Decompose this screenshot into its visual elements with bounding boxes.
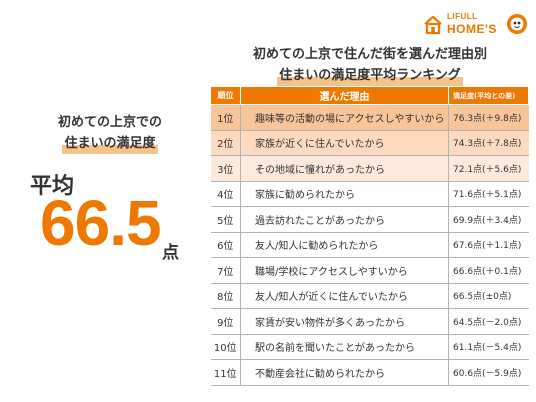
mascot-icon	[507, 14, 527, 34]
table-row: 9位 家賃が安い物件が多くあったから 64.5点(－2.0点)	[210, 308, 529, 335]
score-cell: 60.6点(－5.9点)	[448, 359, 529, 386]
rank-cell: 6位	[210, 232, 241, 258]
rank-cell: 7位	[210, 257, 241, 284]
reason-cell: その地域に憧れがあったから	[240, 155, 449, 182]
rank-cell: 4位	[210, 181, 241, 207]
logo-small-text: LIFULL	[447, 12, 478, 21]
reason-cell: 家族に勧められたから	[240, 181, 449, 207]
table-row: 4位 家族に勧められたから 71.6点(＋5.1点)	[210, 181, 529, 207]
rank-cell: 5位	[210, 206, 241, 233]
reason-cell: 趣味等の活動の場にアクセスしやすいから	[240, 104, 449, 131]
table-row: 8位 友人/知人が近くに住んでいたから 66.5点(±0点)	[210, 283, 529, 309]
score-cell: 74.3点(＋7.8点)	[448, 130, 529, 156]
house-icon	[424, 15, 442, 35]
satisfaction-heading-line-1: 初めての上京での	[57, 115, 162, 130]
rank-cell: 9位	[210, 308, 241, 335]
logo-wordmark: LIFULL HOME'S	[447, 12, 507, 36]
score-header: 満足度(平均との差)	[448, 86, 529, 105]
reason-cell: 家族が近くに住んでいたから	[240, 130, 449, 156]
ranking-title: 初めての上京で住んだ街を選んだ理由別 住まいの満足度平均ランキング	[210, 44, 530, 86]
score-cell: 66.5点(±0点)	[448, 283, 529, 309]
score-cell: 64.5点(－2.0点)	[448, 308, 529, 335]
rank-cell: 1位	[210, 104, 241, 131]
score-cell: 76.3点(＋9.8点)	[448, 104, 529, 131]
reason-cell: 家賃が安い物件が多くあったから	[240, 308, 449, 335]
table-row: 7位 職場/学校にアクセスしやすいから 66.6点(＋0.1点)	[210, 257, 529, 284]
table-row: 3位 その地域に憧れがあったから 72.1点(＋5.6点)	[210, 155, 529, 182]
reason-cell: 駅の名前を聞いたことがあったから	[240, 334, 449, 360]
table-header-row: 順位 選んだ理由 満足度(平均との差)	[210, 86, 529, 105]
satisfaction-heading-line-2: 住まいの満足度	[62, 133, 158, 154]
ranking-table: 順位 選んだ理由 満足度(平均との差) 1位 趣味等の活動の場にアクセスしやすい…	[210, 86, 529, 386]
rank-cell: 2位	[210, 130, 241, 156]
average-label: 平均	[30, 174, 75, 199]
score-cell: 69.9点(＋3.4点)	[448, 206, 529, 233]
table-row: 5位 過去訪れたことがあったから 69.9点(＋3.4点)	[210, 206, 529, 233]
score-cell: 67.6点(＋1.1点)	[448, 232, 529, 258]
score-cell: 72.1点(＋5.6点)	[448, 155, 529, 182]
reason-cell: 職場/学校にアクセスしやすいから	[240, 257, 449, 284]
table-row: 11位 不動産会社に勧められたから 60.6点(－5.9点)	[210, 359, 529, 386]
reason-cell: 不動産会社に勧められたから	[240, 359, 449, 386]
average-unit: 点	[162, 243, 179, 263]
table-row: 10位 駅の名前を聞いたことがあったから 61.1点(－5.4点)	[210, 334, 529, 360]
rank-header: 順位	[210, 86, 241, 105]
title-line-1: 初めての上京で住んだ街を選んだ理由別	[252, 47, 487, 62]
rank-cell: 8位	[210, 283, 241, 309]
average-value: 66.5	[40, 187, 162, 259]
reason-header: 選んだ理由	[240, 86, 449, 105]
reason-cell: 友人/知人に勧められたから	[240, 232, 449, 258]
satisfaction-heading: 初めての上京での 住まいの満足度	[30, 112, 190, 154]
logo-big-text: HOME'S	[447, 22, 497, 36]
lifull-homes-logo[interactable]: LIFULL HOME'S	[422, 11, 528, 39]
title-line-2: 住まいの満足度平均ランキング	[277, 65, 463, 86]
table-row: 2位 家族が近くに住んでいたから 74.3点(＋7.8点)	[210, 130, 529, 156]
score-cell: 71.6点(＋5.1点)	[448, 181, 529, 207]
score-cell: 61.1点(－5.4点)	[448, 334, 529, 360]
rank-cell: 11位	[210, 359, 241, 386]
table-row: 1位 趣味等の活動の場にアクセスしやすいから 76.3点(＋9.8点)	[210, 104, 529, 131]
score-cell: 66.6点(＋0.1点)	[448, 257, 529, 284]
reason-cell: 友人/知人が近くに住んでいたから	[240, 283, 449, 309]
table-row: 6位 友人/知人に勧められたから 67.6点(＋1.1点)	[210, 232, 529, 258]
rank-cell: 3位	[210, 155, 241, 182]
reason-cell: 過去訪れたことがあったから	[240, 206, 449, 233]
rank-cell: 10位	[210, 334, 241, 360]
